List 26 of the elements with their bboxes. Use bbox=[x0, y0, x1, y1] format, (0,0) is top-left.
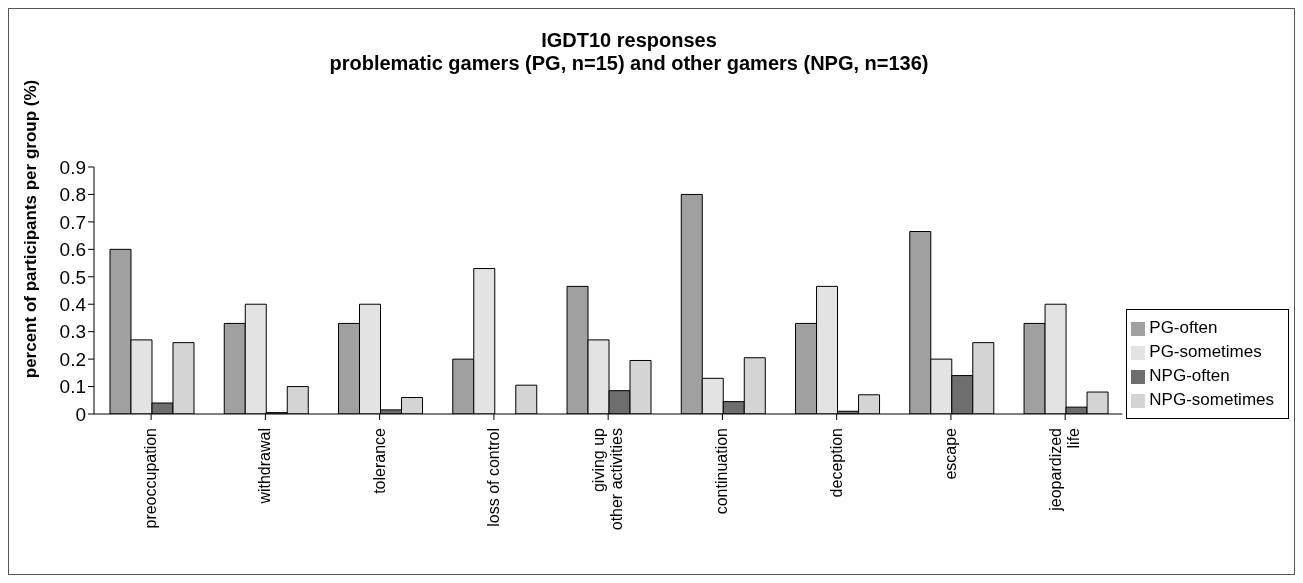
y-tick-label: 0.7 bbox=[59, 211, 86, 233]
y-tick-label: 0 bbox=[75, 403, 86, 425]
x-tick-label: jeopardized life bbox=[1047, 427, 1083, 512]
legend-label: PG-sometimes bbox=[1149, 342, 1262, 361]
x-tick-label: tolerance bbox=[370, 427, 388, 494]
y-tick-label: 0.6 bbox=[59, 239, 86, 261]
y-axis-title: percent of participants per group (%) bbox=[21, 79, 41, 379]
x-tick-label: deception bbox=[827, 428, 845, 498]
y-tick-label: 0.8 bbox=[59, 184, 86, 206]
legend-label: NPG-often bbox=[1149, 366, 1230, 385]
y-tick-label: 0.9 bbox=[59, 156, 86, 178]
chart-title: IGDT10 responses bbox=[540, 29, 718, 52]
y-tick-label: 0.3 bbox=[59, 321, 86, 343]
y-tick-label: 0.5 bbox=[59, 266, 86, 288]
y-tick-label: 0.4 bbox=[59, 293, 87, 315]
x-tick-label: withdrawal bbox=[256, 428, 274, 505]
x-tick-label: escape bbox=[941, 427, 959, 480]
x-tick-label: giving up other activities bbox=[590, 427, 626, 531]
y-tick-label: 0.1 bbox=[59, 376, 86, 398]
x-tick-label: preoccupation bbox=[142, 428, 160, 529]
x-tick-label: loss of control bbox=[484, 428, 502, 527]
legend-label: NPG-sometimes bbox=[1149, 390, 1274, 409]
chart-subtitle: problematic gamers (PG, n=15) and other gamers (NPG, n=136) bbox=[328, 52, 930, 75]
legend-label: PG-often bbox=[1149, 318, 1218, 337]
y-tick-label: 0.2 bbox=[59, 348, 86, 370]
x-tick-label: continuation bbox=[713, 428, 731, 515]
